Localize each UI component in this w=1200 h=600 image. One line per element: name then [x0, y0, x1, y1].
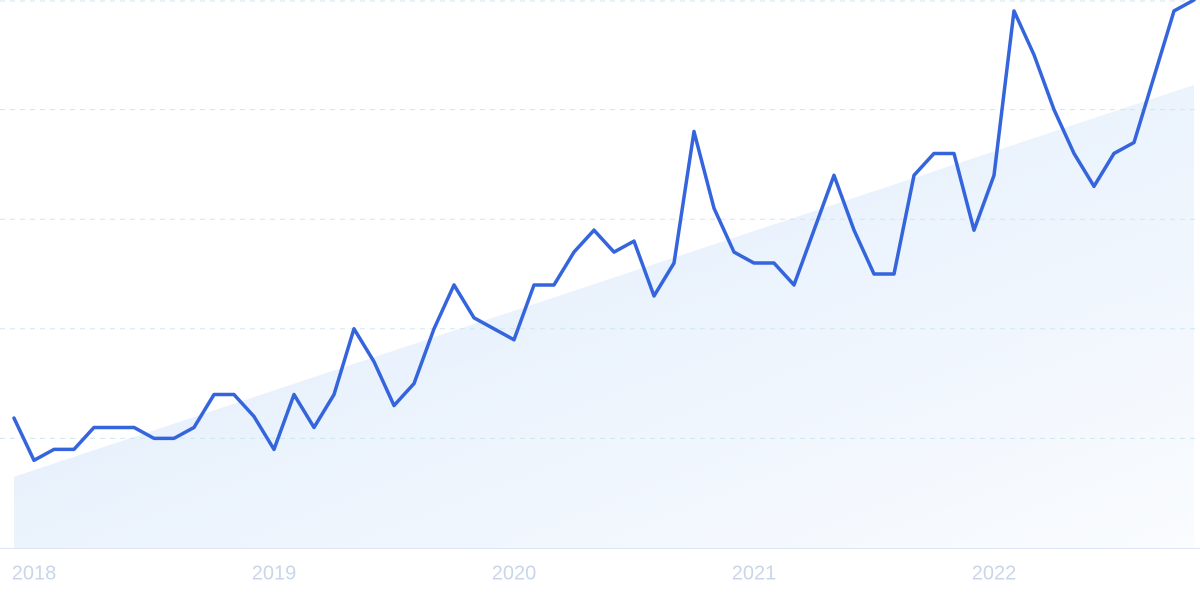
x-tick-label: 2022	[972, 562, 1017, 584]
x-tick-label: 2020	[492, 562, 537, 584]
trend-line	[12, 0, 1196, 463]
x-tick-label: 2021	[732, 562, 777, 584]
x-tick-label: 2018	[12, 562, 57, 584]
trend-area	[14, 84, 1194, 548]
x-tick-label: 2019	[252, 562, 297, 584]
